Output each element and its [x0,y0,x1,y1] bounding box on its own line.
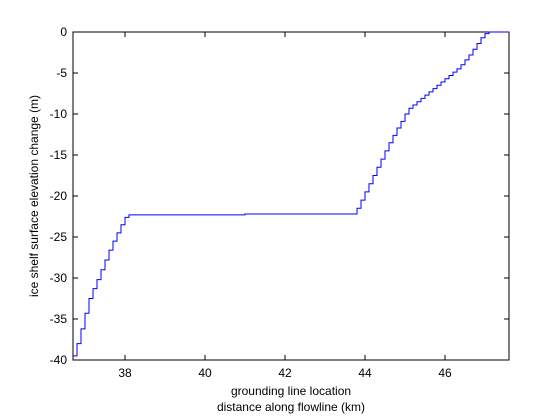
y-tick-label: -35 [50,312,68,326]
y-tick-label: -30 [50,271,68,285]
y-tick-label: -20 [50,189,68,203]
tick-labels: 38 40 42 44 46 0 -5 -10 -15 -20 -25 -30 -35 -40 [50,25,452,380]
y-tick-label: -40 [50,353,68,367]
x-tick-label: 42 [278,366,292,380]
x-axis-label-line-2: distance along flowline (km) [217,400,365,414]
y-tick-label: -10 [50,107,68,121]
x-tick-label: 44 [358,366,372,380]
y-tick-label: -5 [56,66,67,80]
y-tick-label: -25 [50,230,68,244]
x-axis-label-line-1: grounding line location [231,384,351,398]
x-tick-label: 40 [198,366,212,380]
plot-area [72,31,510,361]
x-tick-label: 46 [438,366,452,380]
y-tick-label: 0 [60,25,67,39]
y-axis-label: ice shelf surface elevation change (m) [27,95,41,297]
y-tick-label: -15 [50,148,68,162]
x-tick-label: 38 [118,366,132,380]
series-line [73,31,509,357]
